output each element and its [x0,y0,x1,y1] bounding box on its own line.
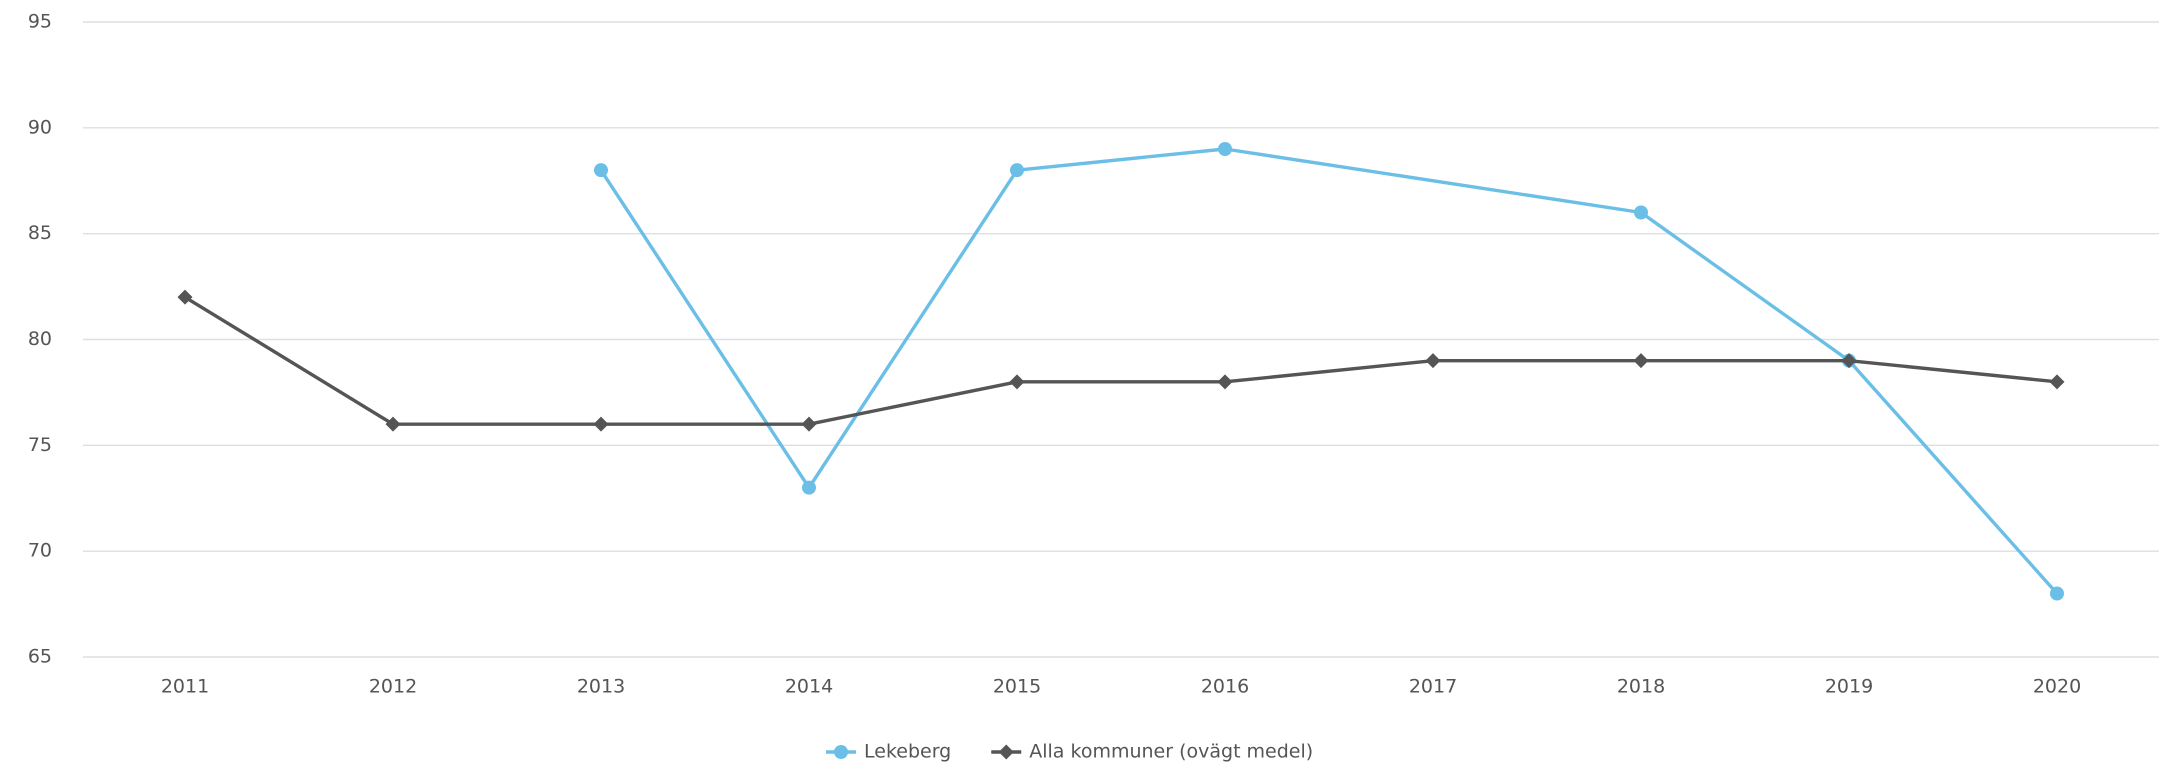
x-tick-label: 2011 [161,676,209,698]
y-tick-label: 65 [28,646,52,668]
legend-symbol [834,745,848,759]
y-tick-label: 80 [28,328,52,350]
legend-label: Alla kommuner (ovägt medel) [1029,741,1313,763]
data-point [1425,353,1441,369]
x-tick-label: 2016 [1201,676,1249,698]
data-point [1218,142,1232,156]
x-tick-label: 2013 [577,676,625,698]
data-point [802,480,816,495]
series-line [184,295,2058,426]
y-tick-label: 95 [28,11,52,33]
y-tick-label: 70 [28,540,52,562]
legend-symbol [998,744,1014,760]
x-tick-label: 2020 [2033,676,2081,698]
data-point [1634,205,1648,220]
data-point [385,416,401,432]
y-tick-label: 75 [28,434,52,456]
data-point [1009,374,1025,390]
data-point [1010,163,1024,178]
data-point [2049,374,2065,390]
x-tick-label: 2018 [1617,676,1665,698]
y-tick-label: 85 [28,222,52,244]
data-point [1633,353,1649,369]
x-tick-label: 2012 [369,676,417,698]
legend-label: Lekeberg [864,741,951,763]
x-tick-label: 2015 [993,676,1041,698]
x-tick-label: 2019 [1825,676,1873,698]
data-point [177,289,193,305]
data-point [2050,586,2064,601]
data-point [801,416,817,432]
x-tick-label: 2017 [1409,676,1457,698]
y-tick-label: 90 [28,116,52,138]
data-point [1841,353,1857,369]
x-tick-label: 2014 [785,676,833,698]
data-point [593,416,609,432]
data-point [1217,374,1233,390]
data-point [594,163,608,178]
